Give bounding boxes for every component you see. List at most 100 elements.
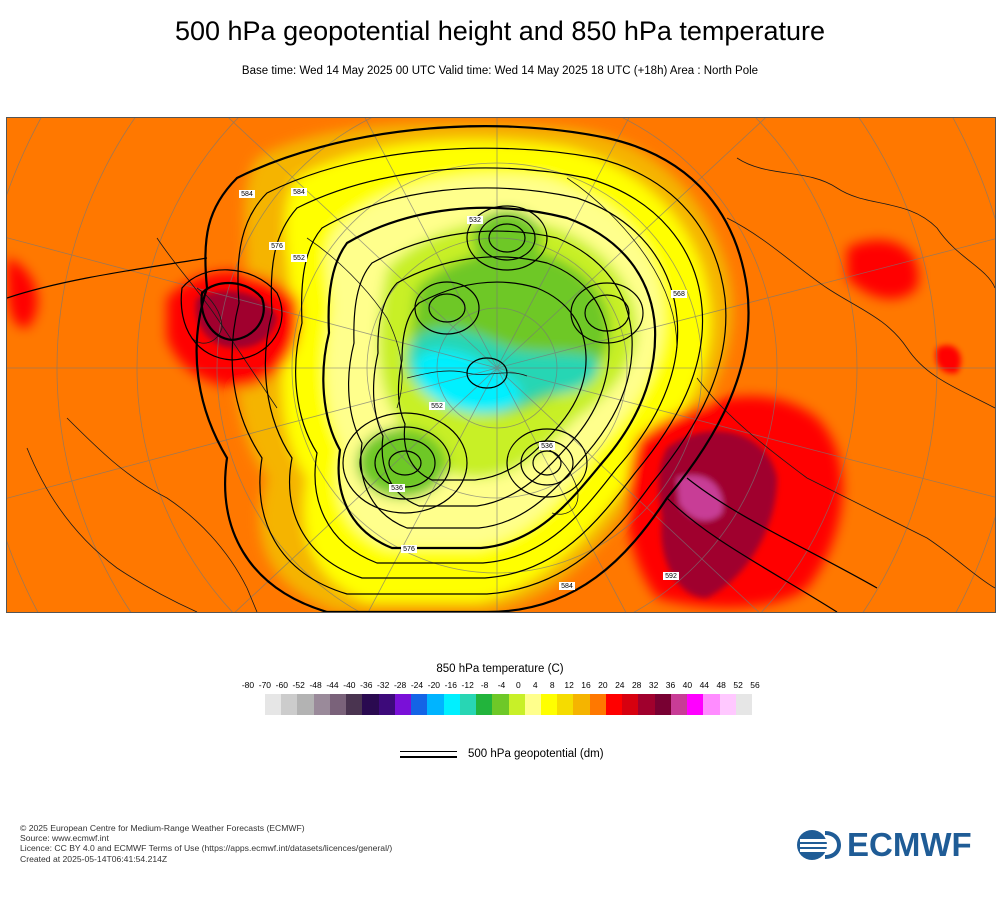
- ecmwf-logo-icon: [797, 830, 841, 860]
- legend-swatch: [281, 694, 298, 715]
- chart-title: 500 hPa geopotential height and 850 hPa …: [174, 16, 825, 46]
- legend-tick: -80: [241, 680, 255, 690]
- contour-label-box: [291, 188, 307, 196]
- contour-label: 584: [561, 583, 573, 590]
- legend-tick: 12: [564, 680, 574, 690]
- legend-swatch: [670, 694, 688, 715]
- legend-swatch: [411, 694, 428, 715]
- legend-swatch: [297, 694, 314, 715]
- legend-tick: -28: [393, 680, 407, 690]
- contour-label: 536: [541, 443, 553, 450]
- temperature-legend-title: 850 hPa temperature (C): [436, 663, 564, 675]
- legend-tick: -8: [480, 680, 489, 690]
- contour-label-box: [663, 572, 679, 580]
- legend-tick: 56: [750, 680, 760, 690]
- footer-line: Created at 2025-05-14T06:41:54.214Z: [20, 853, 168, 864]
- legend-tick: -52: [292, 680, 305, 690]
- legend-tick: 32: [648, 680, 659, 690]
- temperature-field: [7, 122, 919, 612]
- contour-label: 552: [293, 255, 305, 262]
- footer-line: Source: www.ecmwf.int: [20, 833, 109, 844]
- legend-tick: -44: [326, 680, 339, 690]
- legend-tick: 20: [598, 680, 608, 690]
- legend-swatch: [476, 694, 493, 715]
- legend-tick: -24: [410, 680, 424, 690]
- temperature-legend-ticks: -80 -70 -60 -52 -48 -44 -40 -36 -32 -28 -24 -20 -16-…: [238, 680, 768, 692]
- legend-swatch: [638, 694, 655, 715]
- coastlines: [26, 157, 995, 612]
- legend-swatch: [492, 694, 509, 715]
- legend-swatch: [557, 694, 574, 715]
- contour-label: 568: [673, 291, 685, 298]
- contour-label-box: [671, 290, 687, 298]
- legend-tick: 40: [682, 680, 693, 690]
- legend-swatch: [622, 694, 639, 715]
- legend-swatch: [508, 694, 525, 715]
- legend-swatch: [589, 694, 606, 715]
- legend-tick: -12: [461, 680, 474, 690]
- contour-label: 532: [469, 217, 481, 224]
- contour-label-box: [291, 254, 307, 262]
- contour-label-box: [559, 582, 575, 590]
- legend-swatch: [687, 694, 704, 715]
- legend-swatch: [719, 694, 736, 715]
- legend-swatch: [703, 694, 720, 715]
- contour-label-box: [539, 442, 555, 450]
- temperature-colorbar: [265, 694, 753, 715]
- legend-tick: 48: [716, 680, 726, 690]
- contour-label: 592: [665, 573, 677, 580]
- legend-tick: 44: [699, 680, 710, 690]
- contour-label-box: [269, 242, 285, 250]
- contour-label: 576: [403, 546, 415, 553]
- legend-tick: 4: [532, 680, 538, 690]
- legend-tick: -48: [309, 680, 322, 690]
- contour-label: 576: [271, 243, 283, 250]
- ecmwf-logo: ECMWF: [795, 826, 972, 864]
- geopotential-contours: [7, 125, 878, 612]
- legend-tick: 28: [631, 680, 642, 690]
- legend-swatch: [573, 694, 590, 715]
- legend-swatch: [329, 694, 347, 715]
- legend-swatch: [605, 694, 623, 715]
- legend-swatch: [313, 694, 330, 715]
- legend-tick: 16: [581, 680, 591, 690]
- legend-tick: 0: [516, 680, 521, 690]
- contour-label-box: [467, 216, 483, 224]
- legend-swatch: [443, 694, 460, 715]
- legend-swatch: [378, 694, 395, 715]
- contour-label: 584: [293, 189, 305, 196]
- legend-tick: -40: [343, 680, 356, 690]
- footer-line: © 2025 European Centre for Medium-Range …: [20, 823, 305, 833]
- contour-label: 536: [391, 485, 403, 492]
- legend-tick: -16: [444, 680, 457, 690]
- legend-swatch: [362, 694, 379, 715]
- contour-label-box: [429, 402, 445, 410]
- chart-subtitle: Base time: Wed 14 May 2025 00 UTC Valid …: [241, 65, 759, 77]
- legend-swatch: [427, 694, 444, 715]
- legend-swatch: [394, 694, 412, 715]
- legend-tick: 36: [665, 680, 676, 690]
- north-pole-map: 584 532 576 536 536 584 552 576 552 568 …: [6, 117, 996, 613]
- ecmwf-logo-text: ECMWF: [847, 826, 972, 863]
- legend-tick: -60: [275, 680, 288, 690]
- legend-tick: -36: [360, 680, 373, 690]
- legend-tick: 52: [733, 680, 743, 690]
- geopotential-legend-label: 500 hPa geopotential (dm): [468, 748, 604, 760]
- legend-swatch: [524, 694, 541, 715]
- legend-swatch: [540, 694, 558, 715]
- legend-tick: -70: [258, 680, 272, 690]
- legend-tick: -20: [427, 680, 441, 690]
- contour-label: 584: [241, 191, 253, 198]
- graticule: [7, 118, 995, 612]
- legend-tick: -32: [377, 680, 390, 690]
- footer-line: Licence: CC BY 4.0 and ECMWF Terms of Us…: [20, 843, 393, 854]
- contour-label-box: [239, 190, 255, 198]
- legend-tick: 24: [615, 680, 625, 690]
- map-canvas: 584 532 576 536 536 584 552 576 552 568 …: [7, 118, 995, 612]
- legend-swatch: [265, 694, 282, 715]
- legend-tick: 8: [549, 680, 555, 690]
- legend-swatch: [735, 694, 753, 715]
- legend-swatch: [654, 694, 671, 715]
- contour-label-box: [389, 484, 405, 492]
- geopotential-line-legend: 500 hPa geopotential (dm): [400, 748, 604, 760]
